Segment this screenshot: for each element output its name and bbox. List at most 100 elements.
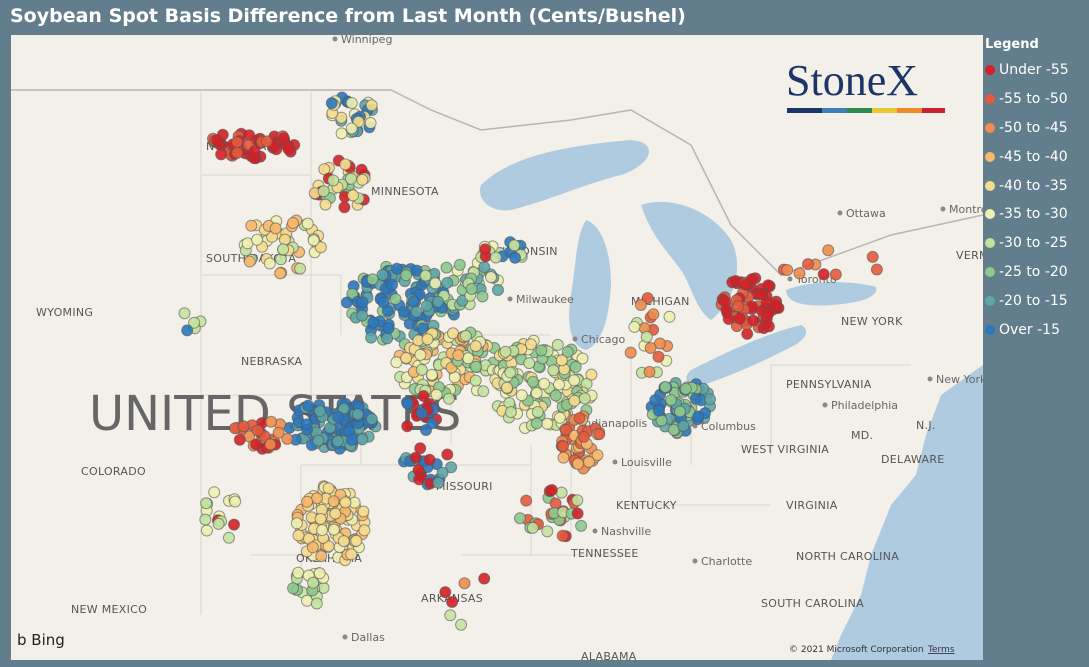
- location-marker: [441, 276, 454, 289]
- location-marker: [386, 278, 399, 291]
- lake: [641, 201, 738, 320]
- location-marker: [339, 158, 352, 171]
- location-marker: [181, 324, 194, 337]
- location-marker: [222, 531, 235, 544]
- terms-link[interactable]: Terms: [927, 645, 955, 655]
- location-marker: [339, 496, 352, 509]
- region-label: VIRGINIA: [786, 499, 838, 512]
- location-marker: [577, 430, 590, 443]
- city-label: Dallas: [351, 631, 385, 644]
- location-marker: [233, 433, 246, 446]
- location-marker: [524, 338, 537, 351]
- region-label: VERMONT: [956, 249, 983, 262]
- city-dot: [822, 402, 828, 408]
- location-marker: [351, 408, 364, 421]
- legend-item: -40 to -35: [985, 171, 1089, 200]
- location-marker: [412, 464, 425, 476]
- location-marker: [269, 222, 282, 235]
- location-marker: [301, 217, 314, 230]
- location-marker: [665, 394, 677, 407]
- location-marker: [215, 148, 228, 161]
- location-marker: [663, 310, 676, 323]
- legend-label: -55 to -50: [999, 91, 1068, 108]
- location-marker: [287, 217, 299, 229]
- location-marker: [572, 457, 584, 470]
- location-marker: [358, 524, 371, 537]
- location-marker: [553, 378, 565, 391]
- location-marker: [306, 541, 319, 554]
- location-marker: [557, 440, 569, 453]
- location-marker: [414, 348, 427, 361]
- location-marker: [559, 423, 572, 436]
- location-marker: [335, 127, 348, 140]
- location-marker: [527, 375, 539, 388]
- legend-item: -30 to -25: [985, 229, 1089, 258]
- location-marker: [870, 263, 883, 276]
- city-label: Nashville: [601, 525, 651, 538]
- location-marker: [307, 234, 320, 247]
- lake: [480, 140, 650, 211]
- location-marker: [277, 243, 290, 256]
- location-marker: [300, 418, 313, 431]
- city-dot: [837, 210, 843, 216]
- location-marker: [301, 594, 313, 607]
- location-marker: [364, 117, 377, 129]
- location-marker: [781, 264, 794, 276]
- location-marker: [397, 305, 410, 318]
- location-marker: [231, 136, 244, 149]
- location-marker: [538, 377, 551, 390]
- location-marker: [345, 97, 358, 109]
- location-marker: [719, 295, 732, 308]
- legend-items: Under -55 -55 to -50 -50 to -45 -45 to -40 -…: [985, 56, 1089, 344]
- location-marker: [345, 172, 357, 185]
- location-marker: [447, 327, 459, 340]
- location-marker: [265, 415, 278, 428]
- location-marker: [401, 420, 414, 433]
- location-marker: [350, 534, 363, 547]
- region-label: KENTUCKY: [616, 499, 677, 512]
- region-label: WYOMING: [36, 306, 93, 319]
- location-marker: [514, 512, 526, 525]
- legend-item: -55 to -50: [985, 85, 1089, 114]
- location-marker: [200, 497, 213, 510]
- location-marker: [640, 330, 653, 343]
- location-marker: [458, 577, 471, 590]
- region-label: DELAWARE: [881, 453, 945, 466]
- location-marker: [365, 413, 378, 426]
- location-marker: [429, 277, 442, 290]
- location-marker: [357, 505, 370, 518]
- location-marker: [453, 258, 466, 271]
- location-marker: [504, 366, 517, 379]
- location-marker: [440, 261, 453, 274]
- legend-swatch: [985, 65, 995, 76]
- location-marker: [401, 397, 414, 410]
- city-label: Charlotte: [701, 555, 752, 568]
- location-marker: [478, 261, 491, 274]
- location-marker: [243, 255, 256, 268]
- location-marker: [769, 299, 782, 312]
- ocean: [831, 365, 983, 660]
- location-marker: [294, 262, 307, 275]
- location-marker: [432, 295, 445, 308]
- location-marker: [492, 284, 504, 296]
- location-marker: [520, 494, 533, 507]
- location-marker: [311, 492, 323, 505]
- location-marker: [312, 434, 325, 447]
- attribution-text: Bing: [31, 631, 65, 649]
- location-marker: [423, 453, 436, 466]
- location-marker: [367, 316, 380, 329]
- location-marker: [649, 394, 662, 407]
- region-label: MISSOURI: [436, 480, 493, 493]
- region-label: MINNESOTA: [371, 185, 439, 198]
- location-marker: [338, 201, 351, 214]
- location-marker: [245, 219, 258, 232]
- location-marker: [212, 517, 225, 530]
- region-label: COLORADO: [81, 465, 146, 478]
- legend-item: -25 to -20: [985, 258, 1089, 287]
- location-marker: [272, 426, 285, 439]
- location-marker: [211, 134, 223, 147]
- location-marker: [576, 352, 589, 365]
- location-marker: [327, 495, 340, 508]
- region-label: TENNESSEE: [570, 547, 639, 560]
- location-marker: [409, 451, 422, 464]
